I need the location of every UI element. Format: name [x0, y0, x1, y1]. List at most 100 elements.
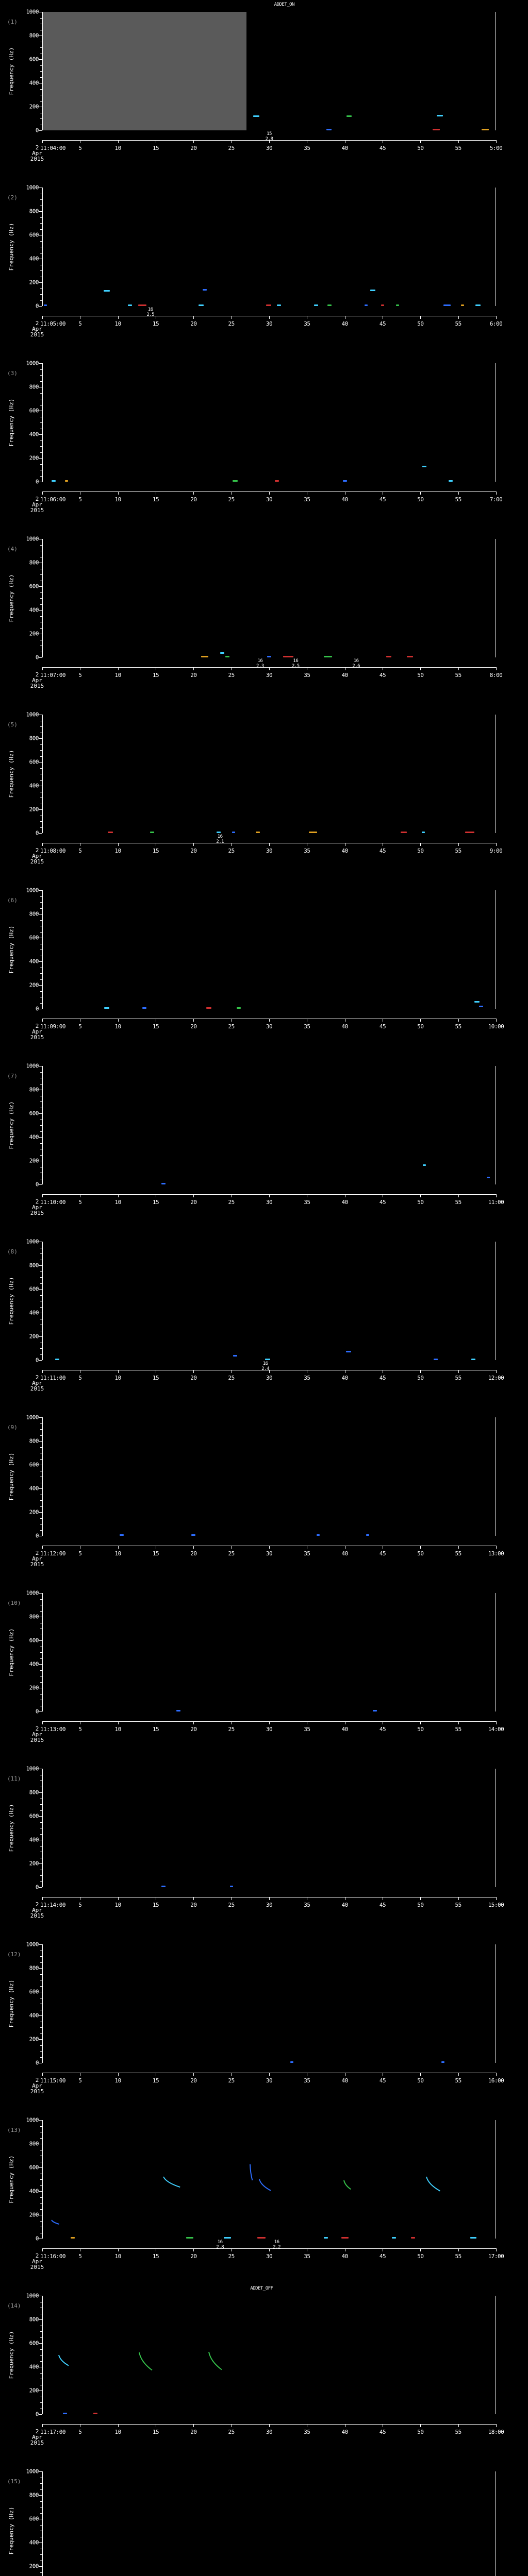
x-axis-tick-label: 55	[455, 145, 462, 151]
x-axis-tick-label: 40	[341, 2429, 349, 2435]
date-line: Apr	[32, 326, 42, 332]
x-axis-tick	[193, 1546, 194, 1549]
x-axis-tick-label: 50	[417, 2429, 424, 2435]
y-axis-minor-tick	[40, 2349, 42, 2350]
x-axis-tick	[269, 667, 270, 670]
x-axis-tick	[420, 2248, 421, 2251]
x-axis-tick-label: 45	[379, 1902, 386, 1908]
y-axis-tick-label: 600	[29, 1110, 39, 1117]
x-axis-date-stack: 2 Apr 2015	[22, 672, 53, 689]
y-axis-tick-label: 200	[29, 806, 39, 813]
plot-area: 0 200 400 600 800 1000	[26, 184, 496, 310]
x-axis-tick-label: 50	[417, 1375, 424, 1381]
y-axis-minor-tick	[40, 2138, 42, 2139]
detection-mark	[396, 304, 400, 307]
x-axis-tick-label: 35	[304, 848, 310, 854]
x-axis-tick-label: 15	[152, 1199, 159, 1206]
x-axis-tick-label: 15	[152, 2077, 159, 2084]
x-axis-tick	[118, 1721, 119, 1724]
x-axis-tick-label: 10	[114, 1550, 122, 1557]
annotation-line: 2.8	[216, 2245, 224, 2250]
y-axis-tick-label: 400	[29, 2012, 39, 2019]
call-contour	[57, 2353, 71, 2368]
y-axis-title: Frequency (Hz)	[8, 1979, 15, 2028]
detection-mark	[441, 2061, 445, 2063]
x-axis-start-time: 11:10:00	[40, 1199, 65, 1206]
panel-number: (12)	[7, 1951, 21, 1958]
annotation-line: 15	[267, 131, 272, 137]
x-axis-tick	[420, 1897, 421, 1900]
x-axis-tick-label: 5	[78, 848, 82, 854]
x-axis-tick	[420, 2424, 421, 2427]
date-line: 2015	[30, 1912, 44, 1919]
date-line: 2015	[30, 1737, 44, 1743]
x-axis-end-time: 18:00	[488, 2429, 504, 2435]
detection-mark	[232, 832, 236, 834]
x-axis-tick-label: 35	[304, 320, 310, 327]
detection-mark	[410, 2237, 415, 2239]
y-axis-tick	[39, 1289, 42, 1290]
x-axis-tick	[458, 1721, 459, 1724]
date-line: 2	[35, 320, 39, 327]
x-axis-date-stack: 2 Apr 2015	[22, 496, 53, 513]
y-axis-minor-tick	[40, 979, 42, 980]
x-axis-tick-label: 15	[152, 1375, 159, 1381]
x-axis-tick-label: 5	[78, 1023, 82, 1030]
y-axis-title: Frequency (Hz)	[8, 1452, 15, 1501]
y-axis-tick-label: 800	[29, 2140, 39, 2147]
x-axis-tick	[269, 1194, 270, 1197]
x-axis-end-time: 7:00	[489, 496, 503, 503]
x-axis-end-time: 11:00	[488, 1199, 504, 1206]
x-axis-end-time: 15:00	[488, 1902, 504, 1908]
y-axis-minor-tick	[40, 1506, 42, 1507]
y-axis-tick	[39, 1488, 42, 1489]
panel-number: (6)	[7, 897, 18, 904]
x-axis-tick-label: 30	[266, 1902, 273, 1908]
detection-mark	[103, 290, 110, 292]
x-axis-tick	[269, 843, 270, 846]
detection-annotation: 16 2.4	[261, 1361, 269, 1371]
y-axis-tick-label: 600	[29, 2164, 39, 2171]
x-axis-date-stack: 2 Apr 2015	[22, 1902, 53, 1919]
x-axis-tick-label: 25	[228, 2253, 235, 2260]
event-marker-label: ADDET_ON	[274, 2, 295, 7]
y-axis-tick	[39, 1640, 42, 1641]
y-axis-title: Frequency (Hz)	[8, 398, 15, 447]
call-contour	[50, 2218, 61, 2226]
y-axis-minor-tick	[40, 1253, 42, 1254]
y-axis-tick-label: 1000	[26, 184, 39, 191]
y-axis-tick-label: 200	[29, 2563, 39, 2570]
x-axis-date-stack: 2 Apr 2015	[22, 2077, 53, 2094]
date-line: Apr	[32, 1555, 42, 1562]
detection-mark	[437, 115, 443, 117]
x-axis-tick-label: 10	[114, 1375, 122, 1381]
y-axis-tick-label: 800	[29, 1613, 39, 1620]
date-line: 2	[35, 1550, 39, 1556]
x-axis-tick-label: 30	[266, 1550, 273, 1557]
x-axis-tick	[458, 1019, 459, 1022]
x-axis-tick-label: 35	[304, 145, 310, 151]
x-axis-end-time: 8:00	[489, 672, 503, 679]
spectrogram-panel: (10) Frequency (Hz) 0 200 400 600 800 1000 11:13…	[0, 1581, 528, 1757]
date-line: 2015	[30, 1034, 44, 1041]
x-axis-tick-label: 5	[78, 496, 82, 503]
y-axis-tick-label: 600	[29, 1637, 39, 1644]
x-axis-tick-label: 35	[304, 2253, 310, 2260]
detection-mark	[201, 656, 209, 658]
x-axis-tick	[118, 1019, 119, 1022]
detection-mark	[274, 480, 279, 482]
panel-number: (13)	[7, 2127, 21, 2133]
y-axis-minor-tick	[40, 2033, 42, 2034]
x-axis-tick	[118, 1897, 119, 1900]
x-axis-tick-label: 40	[341, 145, 349, 151]
date-line: 2	[35, 496, 39, 502]
x-axis-tick-label: 10	[114, 1726, 122, 1733]
x-axis-tick	[458, 1194, 459, 1197]
y-axis-title: Frequency (Hz)	[8, 1804, 15, 1852]
detection-mark	[142, 1007, 146, 1009]
x-axis-tick-label: 50	[417, 1199, 424, 1206]
x-axis-tick-label: 15	[152, 848, 159, 854]
x-axis-tick-label: 55	[455, 672, 462, 679]
y-axis-minor-tick	[40, 750, 42, 751]
date-line: Apr	[32, 501, 42, 508]
